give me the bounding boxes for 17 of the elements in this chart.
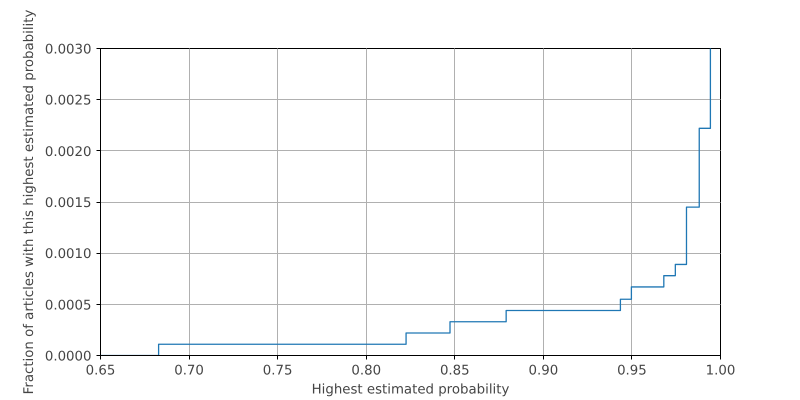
y-axis-title: Fraction of articles with this highest estimated probability	[22, 10, 37, 394]
x-tick-label: 0.75	[262, 364, 292, 378]
x-tick-label: 0.90	[528, 364, 558, 378]
x-tick-label: 0.85	[440, 364, 470, 378]
y-tick-label: 0.0020	[44, 144, 92, 160]
y-tick-label: 0.0010	[44, 247, 92, 262]
x-tick-label: 0.95	[617, 364, 647, 378]
y-tick-label: 0.0000	[44, 350, 92, 364]
y-tick-label: 0.0025	[44, 94, 92, 109]
x-axis-title: Highest estimated probability	[312, 382, 510, 398]
y-tick-label: 0.0015	[44, 196, 92, 211]
x-tick-label: 0.80	[351, 364, 382, 378]
x-tick-label: 0.70	[174, 364, 204, 378]
y-tick-label: 0.0005	[44, 298, 92, 314]
y-tick-label: 0.0030	[44, 42, 92, 58]
x-tick-label: 1.00	[706, 364, 736, 378]
x-tick-label: 0.65	[86, 364, 116, 378]
